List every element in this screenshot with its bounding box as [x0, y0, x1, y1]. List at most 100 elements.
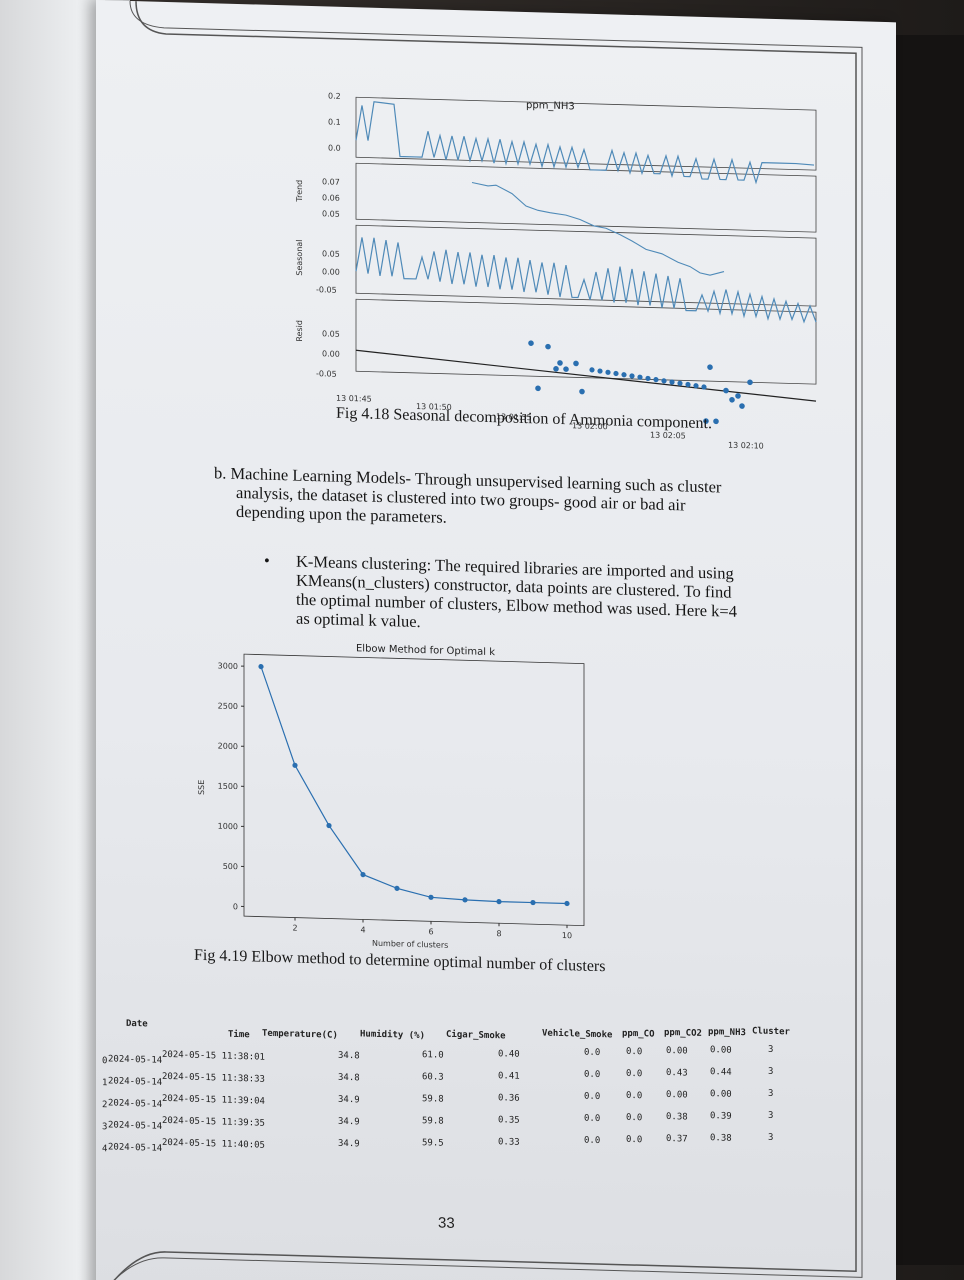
elbow-ytick-label: 1000 — [218, 822, 238, 832]
table-row-index: 3 — [102, 1122, 108, 1133]
page-border — [99, 0, 863, 1280]
elbow-point — [564, 900, 570, 907]
table-header-cell: Time — [228, 1029, 250, 1041]
resid-point — [661, 378, 667, 384]
table-cell: 0.0 — [626, 1134, 643, 1146]
table-cell: 34.8 — [338, 1050, 360, 1062]
table-cell: 0.39 — [710, 1111, 732, 1122]
table-header-cell: Cigar_Smoke — [446, 1029, 506, 1042]
table-row-index: 1 — [102, 1078, 108, 1089]
elbow-point — [496, 899, 502, 905]
elbow-ytick-label: 500 — [223, 862, 238, 871]
resid-point — [589, 367, 595, 373]
table-cell: 34.9 — [338, 1138, 360, 1150]
seasonal-decomposition-figure: ppm_NH3 — [295, 91, 817, 451]
resid-ytick: -0.05 — [316, 369, 337, 379]
elbow-point — [292, 762, 298, 768]
table-cell: 3 — [768, 1044, 774, 1055]
resid-zero-line — [355, 349, 817, 402]
table-cell: 0.00 — [710, 1045, 732, 1056]
table-cell: 0.38 — [666, 1111, 688, 1123]
resid-point — [735, 393, 741, 399]
elbow-point — [530, 899, 536, 906]
table-cell: 0.40 — [498, 1049, 520, 1060]
table-cell: 0.0 — [626, 1046, 643, 1058]
table-header-cell: ppm_NH3 — [708, 1027, 746, 1039]
elbow-ytick-label: 1500 — [218, 782, 238, 792]
table-cell: 0.00 — [666, 1045, 688, 1057]
table-cell: 0.0 — [584, 1047, 601, 1059]
bullet-text: K-Means clustering: The required librari… — [296, 552, 737, 640]
elbow-title: Elbow Method for Optimal k — [356, 643, 495, 658]
table-cell: 0.0 — [584, 1069, 601, 1081]
table-cell: 0.0 — [626, 1090, 643, 1102]
obs-ytick: 0.0 — [328, 143, 341, 152]
resid-point — [703, 418, 709, 424]
table-cell: 0.33 — [498, 1137, 520, 1148]
seasonal-ylabel: Seasonal — [295, 239, 304, 275]
elbow-ytick-label: 2500 — [218, 701, 238, 711]
resid-point — [685, 381, 691, 388]
elbow-xtick-label: 4 — [360, 925, 365, 934]
seasonal-ytick: 0.00 — [322, 267, 340, 276]
table-cell: 3 — [768, 1132, 774, 1143]
table-cell: 59.5 — [422, 1138, 444, 1149]
table-header-cell: Cluster — [752, 1026, 790, 1038]
elbow-xtick-label: 10 — [562, 931, 572, 940]
table-cell: 0.37 — [666, 1133, 688, 1145]
table-cell: 3 — [768, 1110, 774, 1121]
resid-ytick: 0.00 — [322, 349, 340, 358]
seasonal-ytick: -0.05 — [316, 285, 337, 295]
table-cell: 34.9 — [338, 1116, 360, 1128]
table-header-cell: Date — [126, 1018, 148, 1030]
resid-point — [597, 368, 603, 374]
page-number: 33 — [438, 1214, 455, 1233]
table-cell: 0.0 — [584, 1113, 601, 1125]
table-cell: 60.3 — [422, 1072, 444, 1083]
elbow-xlabel: Number of clusters — [372, 939, 448, 950]
decomp-xtick: 13 01:45 — [336, 394, 372, 404]
resid-point — [553, 366, 559, 372]
table-cell: 0.0 — [584, 1135, 601, 1147]
elbow-point — [462, 897, 468, 903]
elbow-chart: Elbow Method for Optimal k 0 500 1000 1500 2… — [197, 643, 585, 950]
trend-panel — [355, 162, 817, 233]
table-cell: 34.8 — [338, 1072, 360, 1084]
resid-panel — [355, 298, 817, 385]
table-header-cell: Temperature(C) — [262, 1028, 338, 1041]
decomp-xtick: 13 02:05 — [650, 430, 686, 440]
seasonal-line — [355, 237, 817, 324]
resid-ytick: 0.05 — [322, 329, 340, 338]
resid-point — [707, 364, 713, 370]
table-cell: 59.8 — [422, 1094, 444, 1105]
elbow-ytick-label: 3000 — [218, 661, 238, 671]
resid-point — [713, 418, 719, 425]
resid-point — [563, 366, 569, 372]
decomp-xtick: 13 02:00 — [572, 421, 608, 431]
table-cell: 0.00 — [710, 1089, 732, 1100]
table-cell: 34.9 — [338, 1094, 360, 1106]
resid-point — [535, 385, 541, 392]
elbow-plot-area — [243, 653, 585, 927]
resid-ylabel: Resid — [295, 320, 304, 342]
decomp-xtick: 13 01:55 — [496, 412, 532, 422]
elbow-ylabel: SSE — [197, 780, 206, 795]
elbow-xtick-label: 8 — [496, 929, 501, 938]
table-cell: 0.0 — [626, 1068, 643, 1080]
table-cell: 0.0 — [626, 1112, 643, 1124]
table-cell: 0.36 — [498, 1093, 520, 1104]
resid-point — [613, 370, 619, 377]
table-cell: 0.43 — [666, 1067, 688, 1079]
trend-ytick: 0.07 — [322, 177, 340, 186]
resid-point — [621, 372, 627, 378]
table-cell: 0.35 — [498, 1115, 520, 1126]
elbow-point — [428, 894, 434, 900]
elbow-ytick-label: 2000 — [218, 742, 238, 752]
table-cell: 2024-05-14 — [108, 1054, 163, 1066]
decomp-xtick: 13 02:10 — [728, 441, 764, 451]
decomp-xtick: 13 01:50 — [416, 402, 452, 412]
table-cell: 0.41 — [498, 1071, 520, 1082]
resid-point — [701, 384, 707, 390]
table-cell: 3 — [768, 1066, 774, 1077]
